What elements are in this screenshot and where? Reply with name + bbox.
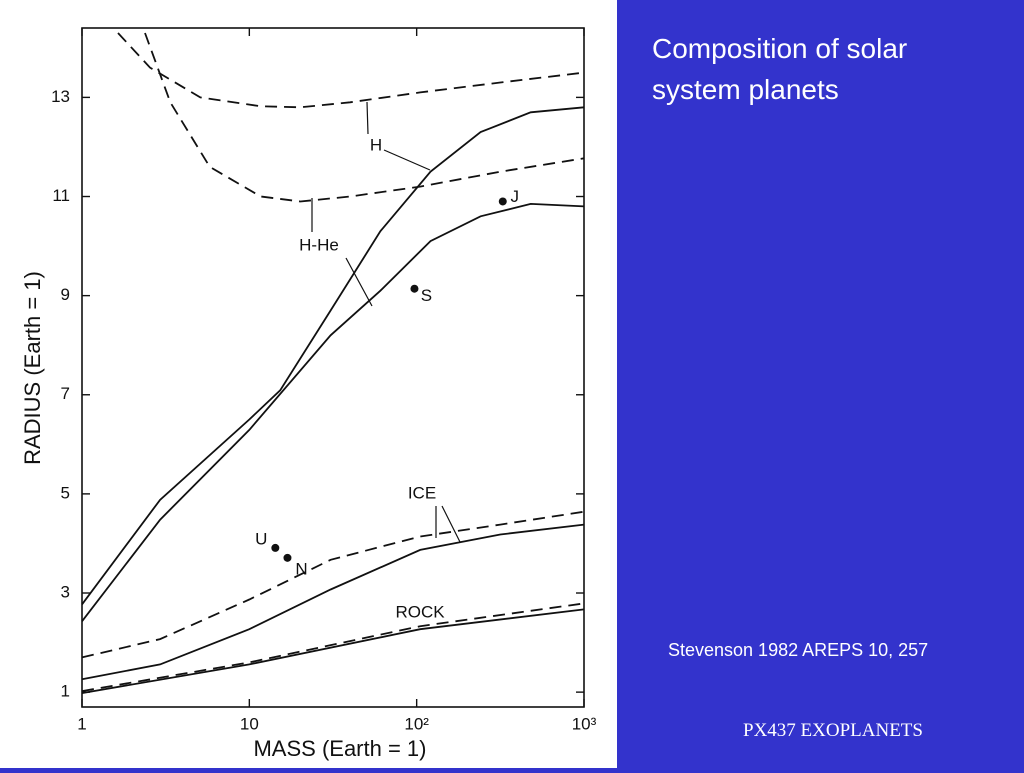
curve — [81, 106, 585, 605]
annotation-arrow — [345, 257, 373, 307]
planet-point — [498, 197, 507, 206]
curve — [144, 32, 585, 203]
x-tick-label: 10² — [404, 714, 429, 733]
y-tick-label: 11 — [52, 186, 70, 205]
planet-label: J — [511, 187, 520, 206]
planet-point — [410, 284, 419, 293]
curve — [81, 202, 585, 622]
curve — [81, 510, 585, 659]
curve — [81, 523, 585, 681]
curve — [81, 602, 585, 692]
planet-point — [271, 543, 280, 552]
citation: Stevenson 1982 AREPS 10, 257 — [668, 640, 929, 660]
annotation-arrow — [441, 505, 461, 543]
y-axis-label: RADIUS (Earth = 1) — [20, 271, 45, 465]
annotation-arrow — [383, 149, 431, 171]
annotation: ROCK — [395, 602, 445, 621]
y-tick-label: 7 — [61, 384, 70, 403]
x-tick-label: 1 — [77, 714, 86, 733]
chart-panel: MASS (Earth = 1) RADIUS (Earth = 1) 1 10 1… — [0, 0, 617, 768]
y-tick-label: 5 — [61, 483, 70, 502]
curve — [117, 32, 585, 109]
x-tick-label: 10 — [240, 714, 259, 733]
x-axis-label: MASS (Earth = 1) — [253, 736, 426, 761]
chart: MASS (Earth = 1) RADIUS (Earth = 1) 1 10 1… — [20, 27, 597, 761]
annotation: ICE — [408, 483, 436, 502]
annotation: H-He — [299, 235, 339, 254]
y-tick-label: 1 — [61, 682, 70, 701]
y-tick-label: 3 — [61, 582, 70, 601]
footer: PX437 EXOPLANETS — [743, 720, 923, 741]
x-tick-label: 10³ — [572, 714, 597, 733]
planet-label: U — [255, 529, 267, 548]
annotation-arrow — [366, 101, 369, 135]
planet-label: S — [421, 286, 432, 305]
y-tick-label: 13 — [51, 87, 70, 106]
planet-point — [283, 553, 292, 562]
curve — [81, 608, 585, 694]
plot-frame — [81, 27, 585, 708]
planet-label: N — [295, 559, 307, 578]
y-tick-label: 9 — [61, 285, 70, 304]
annotation: H — [370, 135, 382, 154]
slide-title: Composition of solar system planets — [652, 33, 908, 105]
